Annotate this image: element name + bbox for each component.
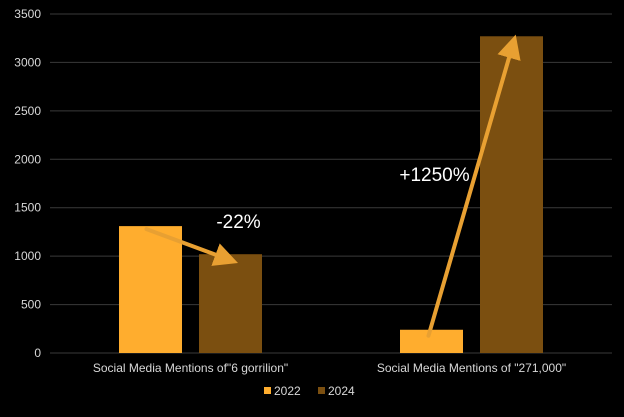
category-label-1: Social Media Mentions of "271,000" [377, 361, 566, 375]
y-tick-label: 3500 [14, 7, 41, 21]
y-axis-tick-labels: 0 500 1000 1500 2000 2500 3000 3500 [14, 7, 41, 360]
trend-arrow-0 [144, 227, 239, 266]
change-annotations: -22% +1250% [216, 165, 469, 233]
trend-arrows [144, 34, 521, 338]
y-tick-label: 2500 [14, 104, 41, 118]
y-tick-label: 500 [21, 298, 41, 312]
y-tick-label: 3000 [14, 55, 41, 69]
change-annotation-0: -22% [216, 212, 260, 233]
bar-2022-category-1 [400, 329, 463, 353]
legend: 2022 2024 [264, 384, 355, 398]
y-tick-label: 1000 [14, 249, 41, 263]
trend-arrow-1 [426, 34, 521, 338]
y-tick-label: 1500 [14, 201, 41, 215]
bars [119, 36, 543, 354]
legend-label-2022: 2022 [274, 384, 301, 398]
bar-2022-category-0 [119, 226, 182, 353]
legend-label-2024: 2024 [328, 384, 355, 398]
legend-swatch-2024 [318, 387, 325, 394]
y-tick-label: 0 [34, 346, 41, 360]
x-axis-category-labels: Social Media Mentions of"6 gorrilion" Soc… [93, 361, 566, 375]
legend-swatch-2022 [264, 387, 271, 394]
change-annotation-1: +1250% [399, 165, 469, 186]
bar-2024-category-1 [480, 36, 543, 354]
y-tick-label: 2000 [14, 152, 41, 166]
bar-2024-category-0 [199, 254, 262, 353]
category-label-0: Social Media Mentions of"6 gorrilion" [93, 361, 288, 375]
